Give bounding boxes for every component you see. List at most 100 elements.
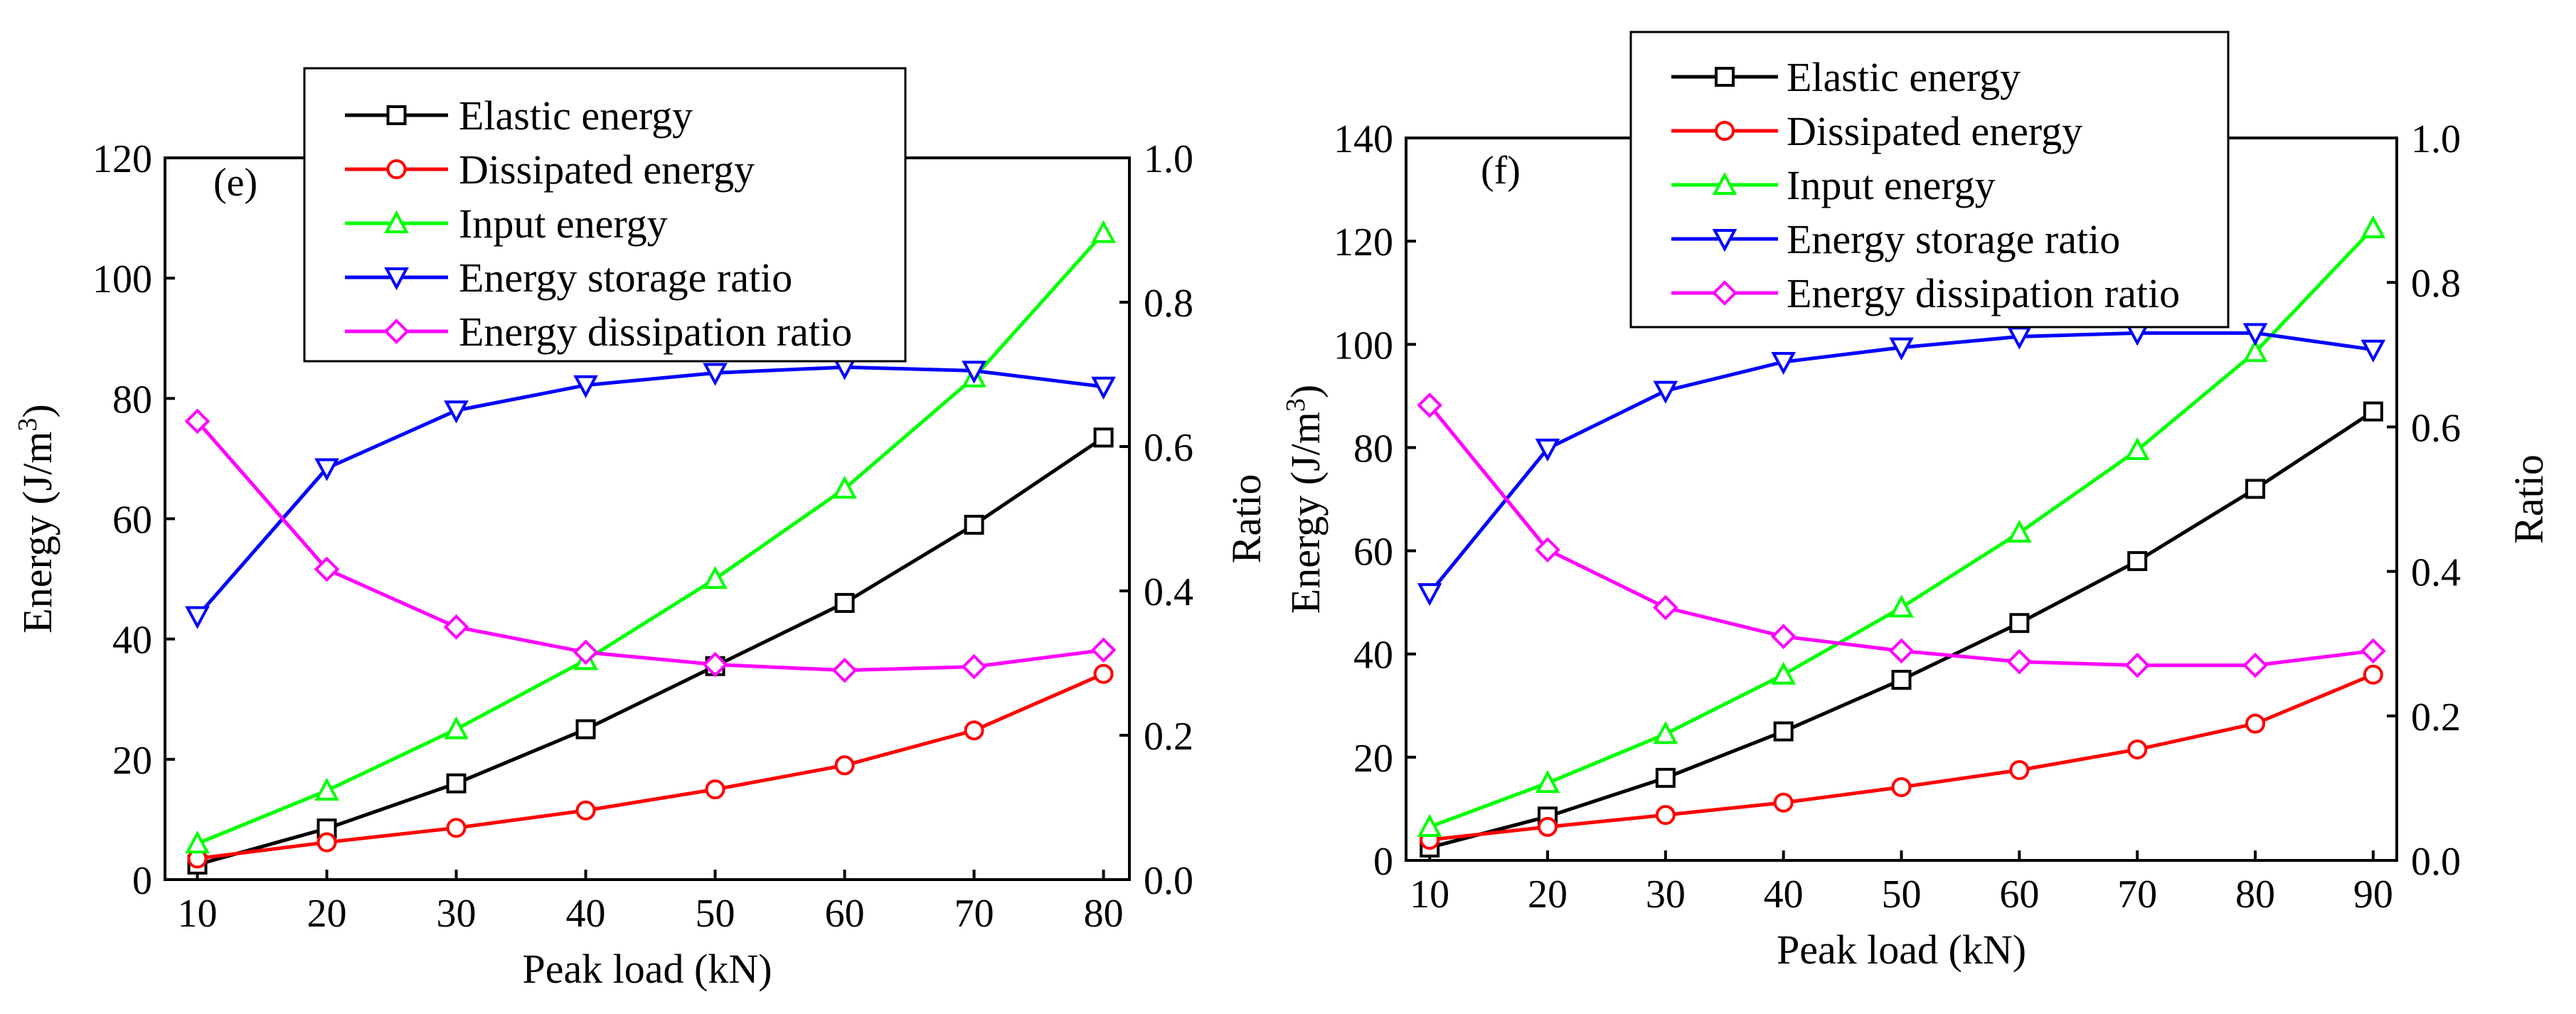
y-right-tick-label: 0.4 (1144, 570, 1193, 614)
y-left-tick-label: 40 (1353, 634, 1393, 678)
y-right-tick-label: 0.0 (1144, 859, 1193, 903)
data-point (2127, 551, 2148, 572)
y-left-tick-label: 60 (112, 498, 152, 543)
x-tick-label: 30 (437, 892, 477, 936)
series-energy-dissipation-ratio (184, 408, 1117, 683)
y-right-tick-label: 1.0 (2411, 117, 2461, 161)
y-right-tick-label: 0.8 (2411, 262, 2461, 306)
y-axis-right: 0.0 0.2 0.4 0.6 0.8 1.0 Ratio (1119, 137, 1270, 903)
y-left-title-sup: 3 (13, 418, 43, 432)
legend-label: Input energy (459, 201, 668, 247)
y-left-tick-label: 20 (112, 739, 152, 783)
legend-item: Energy storage ratio (345, 255, 792, 301)
x-axis-title: Peak load (kN) (1777, 927, 2026, 973)
x-tick-label: 80 (2235, 872, 2275, 917)
data-point (2242, 323, 2268, 346)
x-tick-label: 10 (178, 892, 218, 936)
data-point (184, 408, 211, 434)
legend-marker (384, 210, 409, 233)
y-right-tick-label: 0.0 (2411, 840, 2461, 884)
series-line (196, 436, 1105, 867)
series-energy-storage-ratio (1417, 323, 2386, 607)
legend-label: Energy storage ratio (1787, 216, 2120, 262)
legend-label: Energy dissipation ratio (459, 309, 852, 355)
y-left-tick-label: 40 (112, 619, 152, 663)
data-point (185, 606, 210, 629)
data-point (964, 514, 984, 535)
x-tick-label: 50 (696, 892, 735, 936)
data-point (1770, 624, 1797, 649)
data-point (2009, 613, 2030, 634)
data-point (1535, 537, 1560, 562)
legend-item: Input energy (1671, 162, 1996, 208)
data-point (703, 363, 728, 386)
legend-marker (386, 159, 407, 179)
data-point (573, 639, 599, 666)
y-left-title-sup: 3 (1281, 398, 1311, 412)
data-point (962, 361, 986, 384)
data-point (2006, 649, 2033, 675)
data-point (1773, 792, 1794, 813)
legend-item: Input energy (345, 201, 668, 247)
data-point (961, 653, 987, 680)
x-tick-label: 70 (2117, 872, 2157, 917)
data-point (2124, 437, 2150, 461)
series-line (1428, 404, 2374, 668)
y-left-tick-label: 20 (1353, 737, 1393, 781)
data-point (314, 556, 340, 582)
data-point (1090, 637, 1117, 663)
x-tick-label: 40 (566, 892, 606, 936)
data-point (1417, 813, 1442, 837)
y-right-axis-title: Ratio (1223, 474, 1270, 564)
panel-label: (f) (1481, 149, 1521, 193)
x-tick-label: 60 (825, 892, 865, 936)
legend-item: Dissipated energy (345, 146, 755, 193)
x-tick-label: 20 (1528, 872, 1568, 917)
data-point (2245, 713, 2265, 734)
data-point (316, 832, 337, 853)
y-left-tick-label: 80 (1353, 427, 1393, 471)
x-tick-label: 50 (1882, 872, 1922, 917)
legend-marker (1715, 67, 1735, 87)
data-point (2242, 338, 2268, 363)
data-point (834, 592, 855, 613)
data-point (1891, 776, 1912, 797)
y-right-tick-label: 0.2 (1144, 715, 1193, 759)
data-point (1535, 438, 1560, 462)
legend-label: Dissipated energy (1787, 108, 2082, 154)
data-point (703, 565, 728, 589)
data-point (834, 755, 855, 776)
series-line (1429, 673, 2374, 842)
data-point (2363, 664, 2383, 685)
data-point (1655, 767, 1676, 788)
data-point (1653, 594, 1678, 621)
series-elastic-energy (187, 427, 1114, 875)
x-tick-label: 30 (1646, 872, 1686, 917)
legend-item: Energy storage ratio (1671, 216, 2120, 262)
y-right-tick-label: 0.2 (2411, 695, 2461, 740)
series-dissipated-energy (187, 663, 1114, 869)
data-point (1888, 638, 1915, 664)
series-line (197, 672, 1105, 860)
data-point (573, 375, 598, 398)
y-left-tick-label: 100 (1334, 324, 1393, 368)
data-point (575, 719, 596, 740)
data-point (1093, 427, 1114, 448)
data-point (1091, 220, 1116, 243)
data-point (2242, 652, 2268, 678)
data-point (1091, 376, 1116, 400)
y-right-tick-label: 0.8 (1144, 282, 1193, 326)
legend: Elastic energy Dissipated energy Input ene… (303, 67, 907, 363)
y-left-tick-label: 120 (1334, 220, 1393, 265)
legend-marker (386, 105, 407, 125)
legend-marker (383, 319, 410, 344)
data-point (2009, 760, 2030, 780)
data-point (2363, 401, 2383, 422)
x-axis: 10 20 30 40 50 60 70 80 Peak load (kN) (178, 870, 1124, 992)
legend-label: Input energy (1787, 162, 1996, 208)
data-point (185, 831, 210, 854)
y-right-axis-title: Ratio (2506, 454, 2552, 544)
y-left-tick-label: 0 (1373, 840, 1393, 884)
data-point (2245, 479, 2265, 499)
legend-item: Elastic energy (1671, 54, 2021, 100)
